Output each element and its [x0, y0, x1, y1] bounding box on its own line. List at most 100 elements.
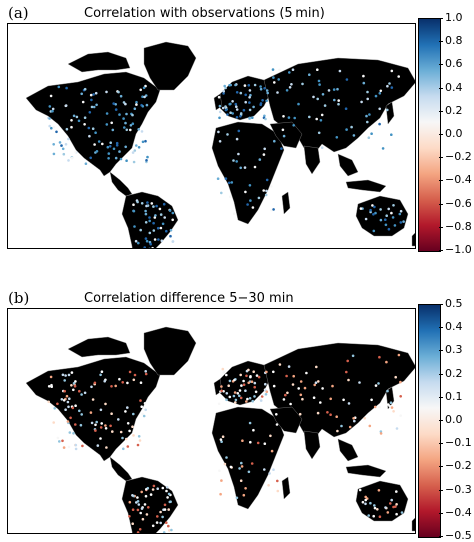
station-dot	[132, 160, 136, 164]
station-dot	[246, 397, 249, 401]
station-dot	[126, 422, 130, 425]
station-dot	[109, 141, 112, 144]
station-dot	[259, 399, 263, 402]
station-dot	[285, 89, 289, 92]
station-dot	[228, 84, 231, 87]
station-dot	[155, 204, 158, 208]
station-dot	[144, 212, 148, 216]
station-dot	[384, 218, 387, 221]
station-dot	[259, 85, 262, 88]
station-dot	[378, 107, 382, 111]
landmass-middle-east	[269, 121, 303, 149]
station-dot	[64, 408, 67, 411]
landmass-madagascar	[281, 476, 291, 500]
station-dot	[92, 93, 95, 96]
station-dot	[104, 402, 107, 406]
colorbar-tick-label: −0.6	[445, 196, 472, 210]
station-dot	[143, 402, 147, 405]
station-dot	[372, 514, 376, 518]
landmass-japan	[385, 101, 395, 125]
station-dot	[374, 384, 378, 387]
station-dot	[168, 209, 172, 212]
station-dot	[138, 528, 142, 531]
station-dot	[221, 435, 225, 438]
station-dot	[122, 117, 125, 120]
station-dot	[57, 85, 61, 89]
station-dot	[166, 496, 169, 499]
station-dot	[276, 479, 279, 483]
colorbar-tick-mark	[439, 466, 443, 468]
station-dot	[235, 116, 239, 119]
station-dot	[89, 156, 92, 160]
station-dot	[104, 424, 107, 427]
station-dot	[137, 146, 141, 149]
station-dot	[248, 101, 251, 104]
station-dot	[379, 432, 383, 435]
station-dot	[284, 393, 287, 397]
station-dot	[72, 388, 75, 392]
station-dot	[224, 177, 228, 180]
landmass-europe	[219, 75, 271, 121]
colorbar-tick-mark	[439, 250, 443, 251]
station-dot	[52, 143, 55, 146]
station-dot	[99, 437, 102, 440]
station-dot	[149, 242, 152, 246]
station-dot	[169, 234, 172, 238]
station-dot	[271, 68, 275, 71]
station-dot	[248, 96, 251, 99]
station-dot	[337, 102, 340, 106]
station-dot	[144, 209, 147, 213]
station-dot	[276, 489, 280, 493]
station-dot	[401, 403, 404, 407]
station-dot	[319, 401, 322, 404]
station-dot	[225, 373, 228, 377]
station-dot	[227, 181, 231, 185]
station-dot	[84, 162, 88, 165]
station-dot	[216, 177, 220, 180]
station-dot	[217, 95, 221, 99]
station-dot	[255, 374, 259, 377]
station-dot	[105, 112, 109, 115]
station-dot	[243, 84, 247, 87]
station-dot	[97, 140, 101, 143]
station-dot	[386, 108, 389, 112]
station-dot	[126, 381, 129, 385]
station-dot	[221, 367, 225, 371]
station-dot	[146, 423, 149, 426]
panel-a-map	[7, 23, 416, 249]
station-dot	[47, 400, 50, 404]
station-dot	[240, 465, 244, 468]
station-dot	[239, 115, 242, 118]
station-dot	[93, 381, 97, 385]
colorbar-tick-mark	[439, 226, 443, 228]
station-dot	[78, 389, 81, 393]
colorbar-tick-label: 0.0	[445, 413, 463, 426]
station-dot	[276, 91, 279, 94]
station-dot	[388, 82, 391, 85]
station-dot	[366, 120, 369, 124]
station-dot	[232, 394, 236, 398]
station-dot	[117, 90, 120, 94]
landmass-alaska-arctic	[67, 336, 131, 358]
station-dot	[171, 211, 175, 215]
station-dot	[264, 117, 267, 121]
station-dot	[114, 103, 117, 106]
station-dot	[399, 209, 403, 213]
station-dot	[258, 396, 262, 400]
station-dot	[88, 134, 91, 138]
station-dot	[218, 469, 221, 472]
station-dot	[70, 435, 74, 439]
station-dot	[67, 137, 70, 141]
station-dot	[133, 373, 137, 377]
station-dot	[326, 411, 329, 414]
station-dot	[260, 395, 264, 398]
station-dot	[142, 86, 146, 90]
station-dot	[378, 515, 382, 518]
station-dot	[235, 496, 239, 500]
station-dot	[320, 146, 324, 149]
station-dot	[148, 231, 152, 235]
station-dot	[282, 398, 286, 401]
station-dot	[132, 203, 135, 206]
station-dot	[105, 446, 108, 449]
station-dot	[358, 488, 362, 492]
